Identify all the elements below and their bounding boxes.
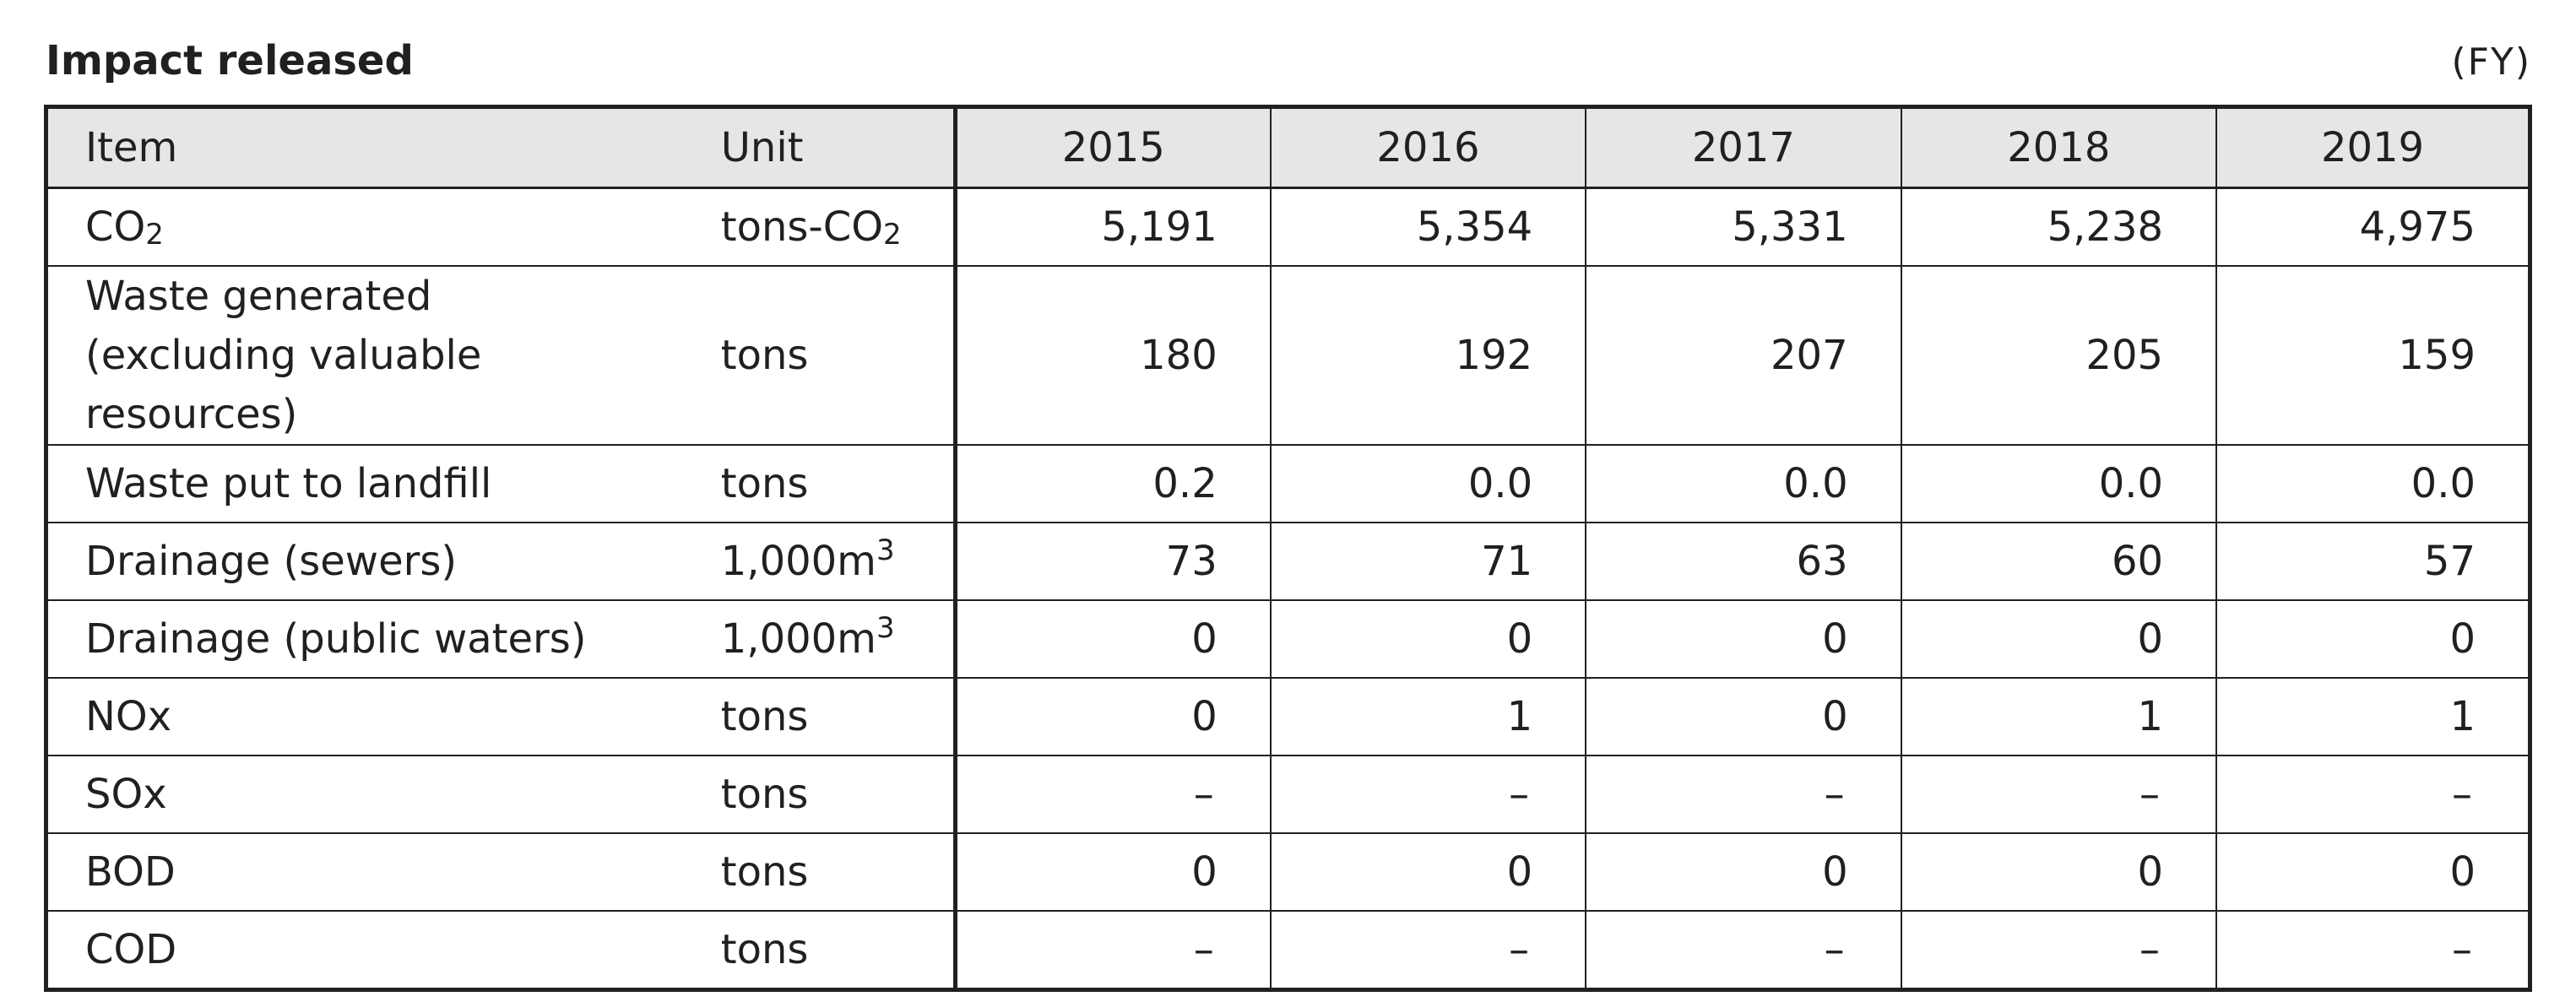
value-cell: 0 [2215,599,2531,679]
value-cell: 73 [954,522,1272,601]
row-unit-label: tons [703,910,957,991]
impact-released-table: Item Unit 2015 2016 2017 2018 2019 CO2 t… [44,105,2532,992]
row-item-label: Drainage (sewers) [45,522,704,601]
value-cell: – [1585,910,1902,991]
value-cell: 57 [2215,522,2531,601]
table-row-nox: NOx tons 0 1 0 1 1 [45,677,2531,756]
value-cell: – [1269,755,1587,834]
value-cell: 0.0 [1900,444,2218,523]
row-item-label: BOD [45,832,704,912]
value-cell: 4,975 [2215,187,2531,267]
value-cell: 0 [1585,599,1902,679]
value-cell: 0 [954,677,1272,756]
header-item: Item [45,106,704,189]
value-cell: 1 [2215,677,2531,756]
value-cell: – [1269,910,1587,991]
value-cell: 0.2 [954,444,1272,523]
unit-superscript: 3 [876,611,895,645]
value-cell: – [2215,755,2531,834]
row-unit-label: tons [703,677,957,756]
row-item-label: Waste put to landfill [45,444,704,523]
row-unit-label: tons [703,832,957,912]
value-cell: 0 [1900,599,2218,679]
value-cell: 207 [1585,265,1902,446]
value-cell: 5,191 [954,187,1272,267]
value-cell: 1 [1269,677,1587,756]
table-row-waste-generated: Waste generated (excluding valuable reso… [45,265,2531,446]
value-cell: 0 [954,599,1272,679]
header-unit: Unit [703,106,957,189]
value-cell: 0 [1585,677,1902,756]
value-cell: 0 [2215,832,2531,912]
row-unit-label: 1,000m3 [703,599,957,679]
value-cell: 5,331 [1585,187,1902,267]
value-cell: 0 [1900,832,2218,912]
value-cell: 63 [1585,522,1902,601]
table-row-waste-landfill: Waste put to landfill tons 0.2 0.0 0.0 0… [45,444,2531,523]
row-unit-label: tons-CO2 [703,187,957,267]
table-row-drainage-public-waters: Drainage (public waters) 1,000m3 0 0 0 0… [45,599,2531,679]
value-cell: 0 [1585,832,1902,912]
value-cell: – [1585,755,1902,834]
table-row-cod: COD tons – – – – – [45,910,2531,991]
value-cell: 0.0 [1269,444,1587,523]
value-cell: 192 [1269,265,1587,446]
table-row-sox: SOx tons – – – – – [45,755,2531,834]
unit-text: tons-CO [720,203,883,251]
unit-text: 1,000m [720,615,876,663]
value-cell: 0.0 [2215,444,2531,523]
item-text: CO [85,203,146,251]
row-item-label: COD [45,910,704,991]
value-cell: 5,238 [1900,187,2218,267]
item-line-2: (excluding valuable resources) [85,332,482,438]
row-item-label: CO2 [45,187,704,267]
page-title: Impact released [46,37,414,84]
value-cell: – [2215,910,2531,991]
value-cell: 0 [1269,599,1587,679]
unit-superscript: 3 [876,533,895,567]
row-item-label: Drainage (public waters) [45,599,704,679]
value-cell: 5,354 [1269,187,1587,267]
unit-subscript: 2 [883,218,902,252]
value-cell: 159 [2215,265,2531,446]
table-row-drainage-sewers: Drainage (sewers) 1,000m3 73 71 63 60 57 [45,522,2531,601]
value-cell: 60 [1900,522,2218,601]
value-cell: 0.0 [1585,444,1902,523]
header-year: 2018 [1900,106,2218,189]
value-cell: – [1900,910,2218,991]
value-cell: – [1900,755,2218,834]
row-unit-label: 1,000m3 [703,522,957,601]
item-subscript: 2 [145,218,164,252]
header-year: 2015 [954,106,1272,189]
table-row-bod: BOD tons 0 0 0 0 0 [45,832,2531,912]
value-cell: 1 [1900,677,2218,756]
value-cell: – [954,910,1272,991]
row-unit-label: tons [703,755,957,834]
table-header-row: Item Unit 2015 2016 2017 2018 2019 [45,106,2531,189]
row-unit-label: tons [703,265,957,446]
row-item-label: SOx [45,755,704,834]
item-line-1: Waste generated [85,273,432,320]
header-year: 2019 [2215,106,2531,189]
unit-text: 1,000m [720,538,876,585]
value-cell: 71 [1269,522,1587,601]
value-cell: 205 [1900,265,2218,446]
table-row-co2: CO2 tons-CO2 5,191 5,354 5,331 5,238 4,9… [45,187,2531,267]
header-year: 2017 [1585,106,1902,189]
row-item-label: NOx [45,677,704,756]
row-item-label: Waste generated (excluding valuable reso… [45,265,704,446]
header-year: 2016 [1269,106,1587,189]
row-unit-label: tons [703,444,957,523]
value-cell: – [954,755,1272,834]
value-cell: 0 [1269,832,1587,912]
value-cell: 180 [954,265,1272,446]
value-cell: 0 [954,832,1272,912]
fiscal-year-note: (FY) [2451,41,2531,84]
